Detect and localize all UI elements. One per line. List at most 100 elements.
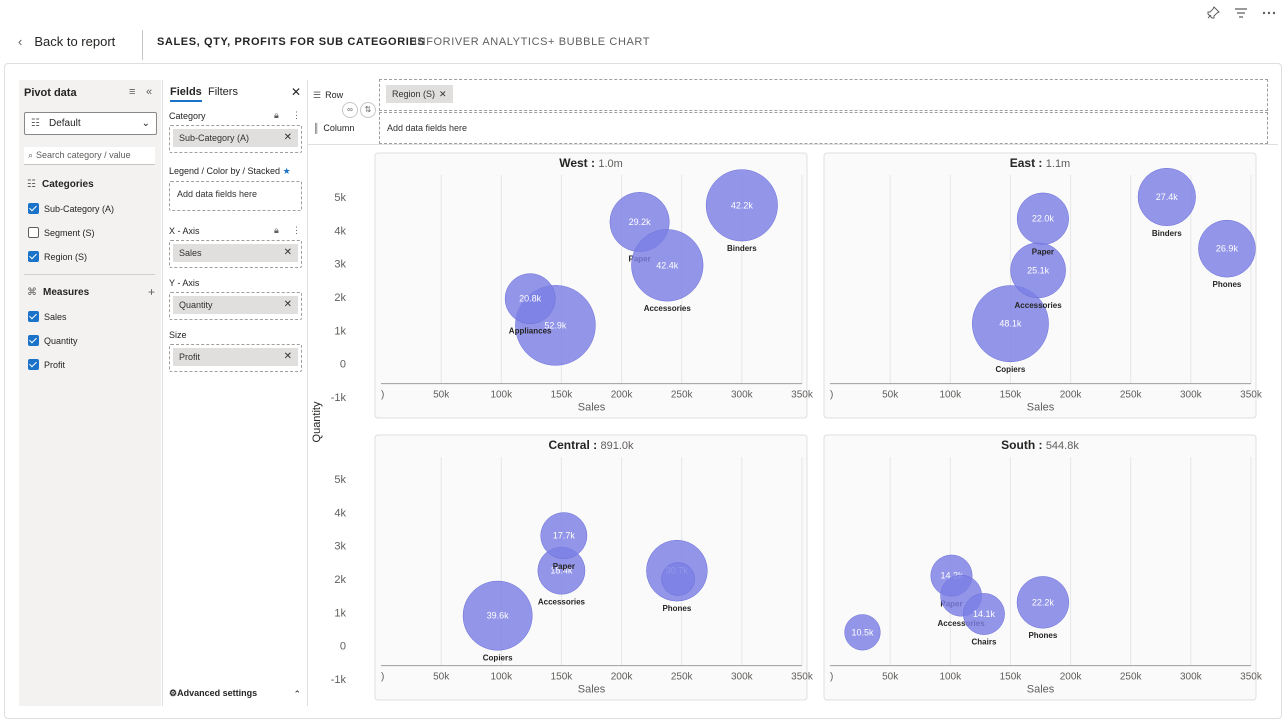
- more-icon[interactable]: [1261, 6, 1277, 22]
- panel-total: 891.0k: [600, 440, 634, 452]
- bubble[interactable]: [631, 229, 704, 302]
- page-title: SALES, QTY, PROFITS FOR SUB CATEGORIES: [157, 36, 426, 48]
- bubble[interactable]: [1137, 167, 1196, 227]
- category-well[interactable]: Sub-Category (A) ✕: [169, 125, 302, 153]
- bubble[interactable]: [462, 580, 533, 651]
- layout-icon: ☷: [31, 118, 40, 129]
- size-well[interactable]: Profit ✕: [169, 344, 302, 372]
- swap-icon[interactable]: ⇅: [360, 102, 376, 118]
- xaxis-well[interactable]: Sales ✕: [169, 240, 302, 268]
- bubble-category-label: Chairs: [972, 638, 997, 647]
- chevron-up-icon[interactable]: ⌃: [293, 689, 301, 699]
- add-measure-button[interactable]: +: [147, 285, 155, 299]
- measure-item-profit[interactable]: Profit: [28, 359, 65, 371]
- panel-title: South : 544.8k: [1001, 438, 1079, 452]
- bubble[interactable]: [972, 285, 1049, 363]
- row-chip[interactable]: Region (S) ✕: [386, 85, 453, 103]
- chart-panel: [823, 434, 1257, 701]
- search-placeholder: Search category / value: [36, 150, 131, 160]
- checkbox[interactable]: [28, 227, 39, 238]
- bubble-category-label: Paper: [1032, 247, 1054, 256]
- bubble[interactable]: [1198, 219, 1256, 278]
- bubble-value-label: 14.2k: [940, 571, 963, 581]
- more-vertical-icon[interactable]: ⋮: [292, 225, 301, 235]
- remove-icon[interactable]: ✕: [283, 351, 292, 362]
- x-tick-label: 350k: [791, 390, 814, 401]
- legend-well[interactable]: Add data fields here: [169, 181, 302, 211]
- sliders-icon[interactable]: ≡: [129, 86, 136, 98]
- bubble[interactable]: [661, 562, 695, 596]
- view-select-value: Default: [49, 118, 81, 129]
- size-chip[interactable]: Profit ✕: [173, 348, 298, 366]
- bubble[interactable]: [705, 169, 778, 242]
- checkbox[interactable]: [28, 203, 39, 214]
- size-field-label: Size: [169, 330, 187, 340]
- y-tick-label: 4k: [334, 507, 346, 519]
- column-well[interactable]: Add data fields here: [379, 112, 1268, 144]
- back-to-report-button[interactable]: ‹ Back to report: [18, 34, 115, 49]
- collapse-icon[interactable]: «: [146, 86, 153, 98]
- bubble-value-label: 48.1k: [999, 319, 1022, 329]
- bubble-category-label: Accessories: [644, 304, 692, 313]
- yaxis-chip[interactable]: Quantity ✕: [173, 296, 298, 314]
- y-tick-label: 3k: [334, 259, 346, 271]
- x-tick-label: 150k: [1000, 390, 1023, 401]
- category-item-segment[interactable]: Segment (S): [28, 227, 95, 239]
- remove-icon[interactable]: ✕: [283, 299, 292, 310]
- bubble-value-label: 39.6k: [487, 611, 510, 621]
- tab-filters[interactable]: Filters: [208, 86, 238, 98]
- bubble[interactable]: [540, 512, 588, 560]
- checkbox[interactable]: [28, 311, 39, 322]
- chip-label: Quantity: [179, 300, 213, 310]
- bubble[interactable]: [963, 593, 1005, 635]
- x-tick-label: 50k: [433, 390, 450, 401]
- bubble[interactable]: [1016, 576, 1070, 629]
- x-axis-title: Sales: [1027, 402, 1055, 414]
- pin-icon[interactable]: [1205, 6, 1221, 22]
- link-icon[interactable]: ∞: [342, 102, 358, 118]
- bubble-category-label: Accessories: [538, 597, 586, 606]
- category-item-sub-category[interactable]: Sub-Category (A): [28, 203, 114, 215]
- x-tick-label: ): [830, 390, 833, 401]
- back-label: Back to report: [34, 34, 116, 49]
- bubble-value-label: 26.9k: [1216, 244, 1239, 254]
- remove-icon[interactable]: ✕: [283, 247, 292, 258]
- remove-icon[interactable]: ✕: [439, 89, 447, 99]
- xaxis-chip[interactable]: Sales ✕: [173, 244, 298, 262]
- close-icon[interactable]: ✕: [290, 85, 301, 99]
- search-input[interactable]: ⌕ Search category / value: [24, 147, 155, 165]
- bubble-value-label: 22.2k: [1032, 597, 1055, 607]
- chevron-left-icon: ‹: [18, 34, 23, 49]
- category-chip[interactable]: Sub-Category (A) ✕: [173, 129, 298, 147]
- measure-item-sales[interactable]: Sales: [28, 311, 67, 323]
- bubble[interactable]: [1016, 192, 1069, 245]
- categories-label: Categories: [41, 179, 94, 190]
- row-label: ☰ Row: [313, 90, 343, 101]
- bubble[interactable]: [504, 273, 556, 324]
- checkbox[interactable]: [28, 359, 39, 370]
- bubble-value-label: 52.9k: [544, 320, 567, 330]
- row-well[interactable]: Region (S) ✕: [379, 79, 1268, 111]
- view-select[interactable]: ☷ Default ⌄: [24, 112, 157, 135]
- tab-fields[interactable]: Fields: [170, 86, 202, 102]
- category-item-region[interactable]: Region (S): [28, 251, 87, 263]
- panel-title: East : 1.1m: [1010, 156, 1070, 170]
- pivot-title: Pivot data: [24, 87, 77, 99]
- bubble[interactable]: [844, 614, 881, 651]
- filter-icon[interactable]: [1233, 6, 1249, 22]
- checkbox[interactable]: [28, 251, 39, 262]
- bubble-category-label: Phones: [662, 604, 691, 613]
- bubble-category-label: Copiers: [483, 653, 513, 662]
- lock-icon[interactable]: 🔒︎: [274, 225, 279, 235]
- x-tick-label: 100k: [490, 390, 513, 401]
- lock-icon[interactable]: 🔒︎: [274, 110, 279, 120]
- yaxis-well[interactable]: Quantity ✕: [169, 292, 302, 320]
- measure-item-quantity[interactable]: Quantity: [28, 335, 78, 347]
- row-label-text: Row: [325, 90, 344, 100]
- panel-title: West : 1.0m: [559, 156, 623, 170]
- advanced-settings-button[interactable]: ⚙Advanced settings: [169, 688, 257, 699]
- checkbox[interactable]: [28, 335, 39, 346]
- more-vertical-icon[interactable]: ⋮: [292, 110, 301, 120]
- bubble-value-label: 14.1k: [973, 609, 996, 619]
- remove-icon[interactable]: ✕: [283, 132, 292, 143]
